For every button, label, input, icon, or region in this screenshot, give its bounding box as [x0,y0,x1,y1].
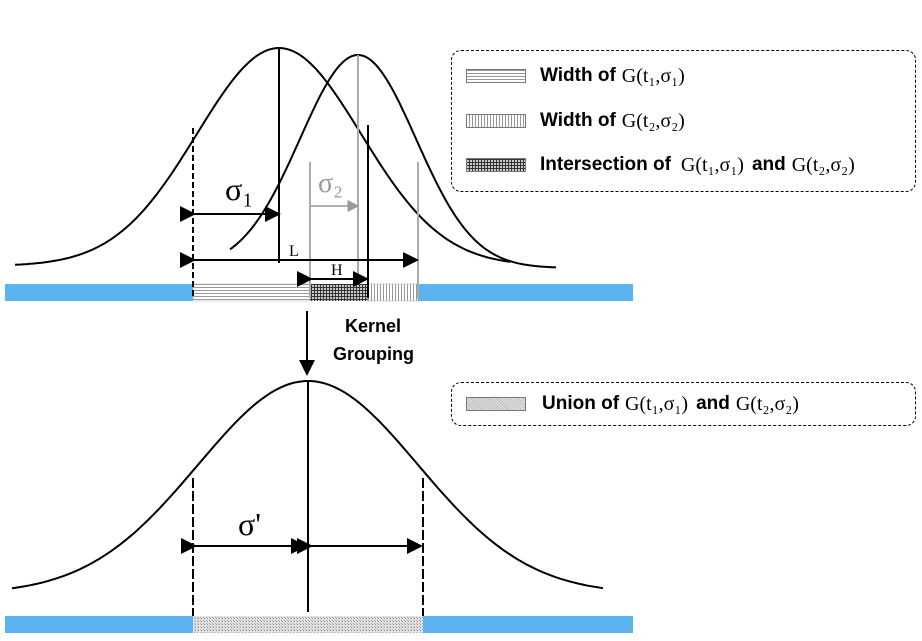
legend-item-label: Width of [540,110,616,131]
top-bar-intersection [310,284,368,301]
legend-item-label: Intersection of [540,154,671,175]
bottom-bar-union [193,616,423,633]
bottom-bar-right [423,616,633,633]
gaussian-curve-1 [14,46,511,266]
legend-item-formula-2: G(t₂,σ₂) [791,153,855,176]
sigma-prime-label: σ' [238,506,261,542]
top-bar-width1 [192,283,311,302]
legend-item-formula: G(t₁,σ₁) [621,64,685,87]
legend-bottom: Union of G(t₁,σ₁) and G(t₂,σ₂) [451,382,916,426]
gaussian-curve-2 [229,53,557,269]
H-label: H [331,262,343,279]
legend-item-and: and [751,154,786,175]
legend-item-union: Union of G(t₁,σ₁) and G(t₂,σ₂) [466,392,799,416]
dotted-swatch [466,397,526,411]
grouping-label-line2: Grouping [333,344,414,364]
legend-item-width2: Width of G(t₂,σ₂) [466,109,685,133]
legend-top: Width of G(t₁,σ₁) Width of G(t₂,σ₂) Inte… [451,50,916,192]
top-bar-width2 [367,283,419,302]
legend-item-formula-1: G(t₁,σ₁) [625,392,689,415]
grouping-label-line1: Kernel [345,316,401,336]
horizontal-hatch-swatch [466,69,526,83]
bottom-bar-left [5,616,193,633]
sigma2-label: σ₂ [318,168,343,199]
legend-item-width1: Width of G(t₁,σ₁) [466,64,685,88]
legend-item-formula-1: G(t₁,σ₁) [680,153,744,176]
crosshatch-swatch [466,158,526,172]
vertical-hatch-swatch [466,114,526,128]
legend-item-label: Union of [542,393,620,414]
legend-item-formula-2: G(t₂,σ₂) [735,392,799,415]
legend-item-and: and [696,393,730,414]
top-bar-right [418,284,633,301]
legend-item-label: Width of [540,65,616,86]
L-label: L [289,243,299,260]
legend-item-formula: G(t₂,σ₂) [621,109,685,132]
top-bar-left [5,284,193,301]
sigma1-label: σ₁ [225,171,253,207]
legend-item-intersection: Intersection of G(t₁,σ₁) and G(t₂,σ₂) [466,153,855,177]
